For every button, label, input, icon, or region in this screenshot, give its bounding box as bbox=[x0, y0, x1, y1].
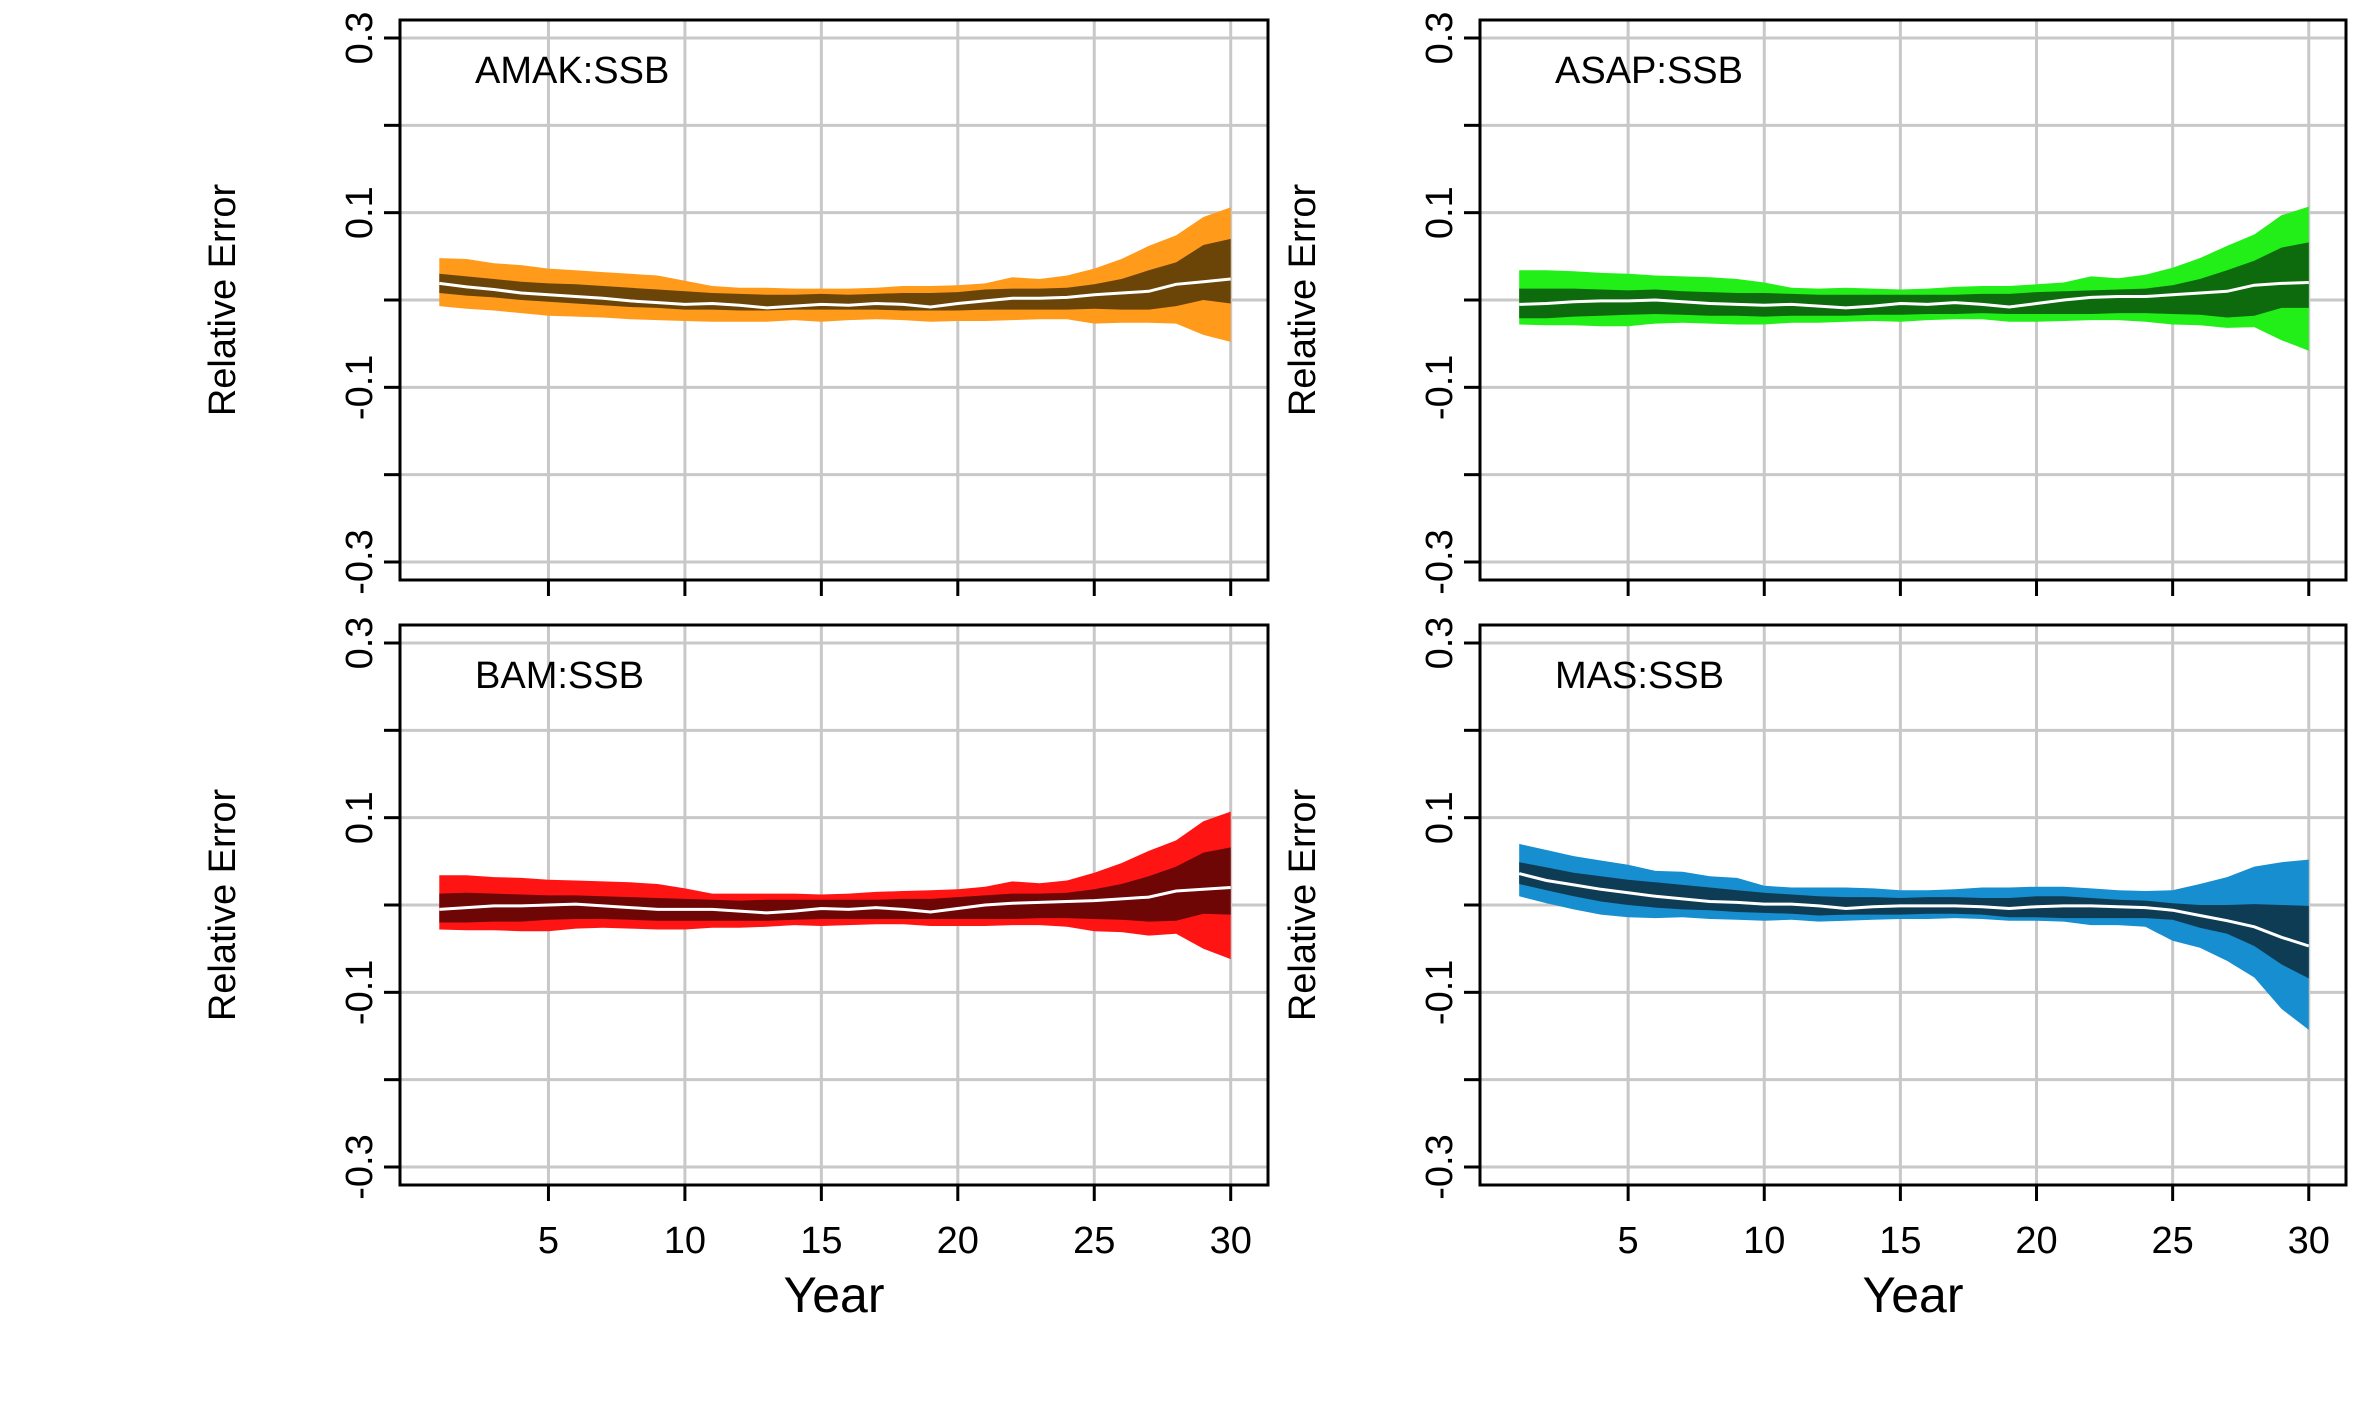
bands bbox=[439, 811, 1231, 960]
y-tick-label: 0.1 bbox=[1419, 186, 1461, 239]
y-tick-label: 0.3 bbox=[339, 617, 381, 670]
panel-asap: -0.3 -0.1 0.1 0.3 Relative Error ASAP:SSB bbox=[1282, 12, 2348, 596]
bands bbox=[1518, 843, 2310, 1030]
x-tick-label: 25 bbox=[2152, 1220, 2194, 1262]
x-tick-label: 30 bbox=[1210, 1220, 1252, 1262]
outer-band bbox=[439, 207, 1231, 342]
x-tick-label: 5 bbox=[1618, 1220, 1639, 1262]
y-axis-title: Relative Error bbox=[202, 184, 244, 417]
y-tick-label: 0.3 bbox=[339, 12, 381, 65]
median-line bbox=[1518, 872, 2310, 948]
median-line bbox=[439, 886, 1231, 915]
inner-band bbox=[1519, 242, 2309, 319]
panel-amak: -0.3 -0.1 0.1 0.3 Relative Error AMAK:SSB bbox=[202, 12, 1270, 596]
y-tick-label: -0.1 bbox=[1419, 355, 1461, 420]
y-axis-title: Relative Error bbox=[202, 789, 244, 1022]
y-tick-label: -0.3 bbox=[1419, 529, 1461, 594]
y-tick-label: 0.3 bbox=[1419, 617, 1461, 670]
x-tick-label: 30 bbox=[2288, 1220, 2330, 1262]
x-axis bbox=[546, 580, 1233, 596]
panel-title: MAS:SSB bbox=[1555, 655, 1724, 697]
y-axis: -0.3 -0.1 0.1 0.3 bbox=[339, 12, 400, 595]
y-axis: -0.3 -0.1 0.1 0.3 bbox=[339, 617, 400, 1200]
x-tick-label: 25 bbox=[1073, 1220, 1115, 1262]
x-axis-title: Year bbox=[783, 1267, 884, 1323]
x-tick-label: 10 bbox=[1743, 1220, 1785, 1262]
outer-band bbox=[1519, 843, 2309, 1030]
y-tick-label: 0.1 bbox=[339, 186, 381, 239]
x-tick-label: 15 bbox=[1879, 1220, 1921, 1262]
y-axis: -0.3 -0.1 0.1 0.3 bbox=[1419, 617, 1480, 1200]
median-line bbox=[1519, 281, 2309, 310]
x-tick-label: 20 bbox=[937, 1220, 979, 1262]
panel-title: BAM:SSB bbox=[475, 655, 644, 697]
y-axis: -0.3 -0.1 0.1 0.3 bbox=[1419, 12, 1480, 595]
y-tick-label: 0.1 bbox=[339, 791, 381, 844]
y-tick-label: -0.1 bbox=[1419, 960, 1461, 1025]
x-tick-label: 15 bbox=[800, 1220, 842, 1262]
x-axis-title: Year bbox=[1862, 1267, 1963, 1323]
y-tick-label: -0.3 bbox=[339, 1134, 381, 1199]
bands bbox=[1519, 206, 2309, 351]
panel-mas: -0.3 -0.1 0.1 0.3 5 10 15 20 25 30 Relative Error Y… bbox=[1282, 617, 2348, 1323]
x-tick-label: 10 bbox=[664, 1220, 706, 1262]
y-tick-label: -0.3 bbox=[339, 529, 381, 594]
inner-band bbox=[1519, 862, 2309, 979]
y-tick-label: -0.1 bbox=[339, 355, 381, 420]
panel-bam: -0.3 -0.1 0.1 0.3 5 10 15 20 25 30 Relative Error Y… bbox=[202, 617, 1270, 1323]
y-tick-label: 0.1 bbox=[1419, 791, 1461, 844]
y-tick-label: -0.1 bbox=[339, 960, 381, 1025]
panel-title: ASAP:SSB bbox=[1555, 50, 1743, 92]
outer-band bbox=[439, 811, 1231, 960]
x-axis: 5 10 15 20 25 30 bbox=[1618, 1185, 2330, 1262]
median-line bbox=[439, 277, 1231, 310]
y-tick-label: 0.3 bbox=[1419, 12, 1461, 65]
x-axis: 5 10 15 20 25 30 bbox=[538, 1185, 1252, 1262]
x-tick-label: 5 bbox=[538, 1220, 559, 1262]
inner-band bbox=[439, 238, 1231, 311]
outer-band bbox=[1519, 206, 2309, 351]
bands bbox=[439, 207, 1231, 342]
panel-title: AMAK:SSB bbox=[475, 50, 669, 92]
x-tick-label: 20 bbox=[2015, 1220, 2057, 1262]
x-axis bbox=[1626, 580, 2311, 596]
y-tick-label: -0.3 bbox=[1419, 1134, 1461, 1199]
y-axis-title: Relative Error bbox=[1282, 789, 1324, 1022]
y-axis-title: Relative Error bbox=[1282, 184, 1324, 417]
